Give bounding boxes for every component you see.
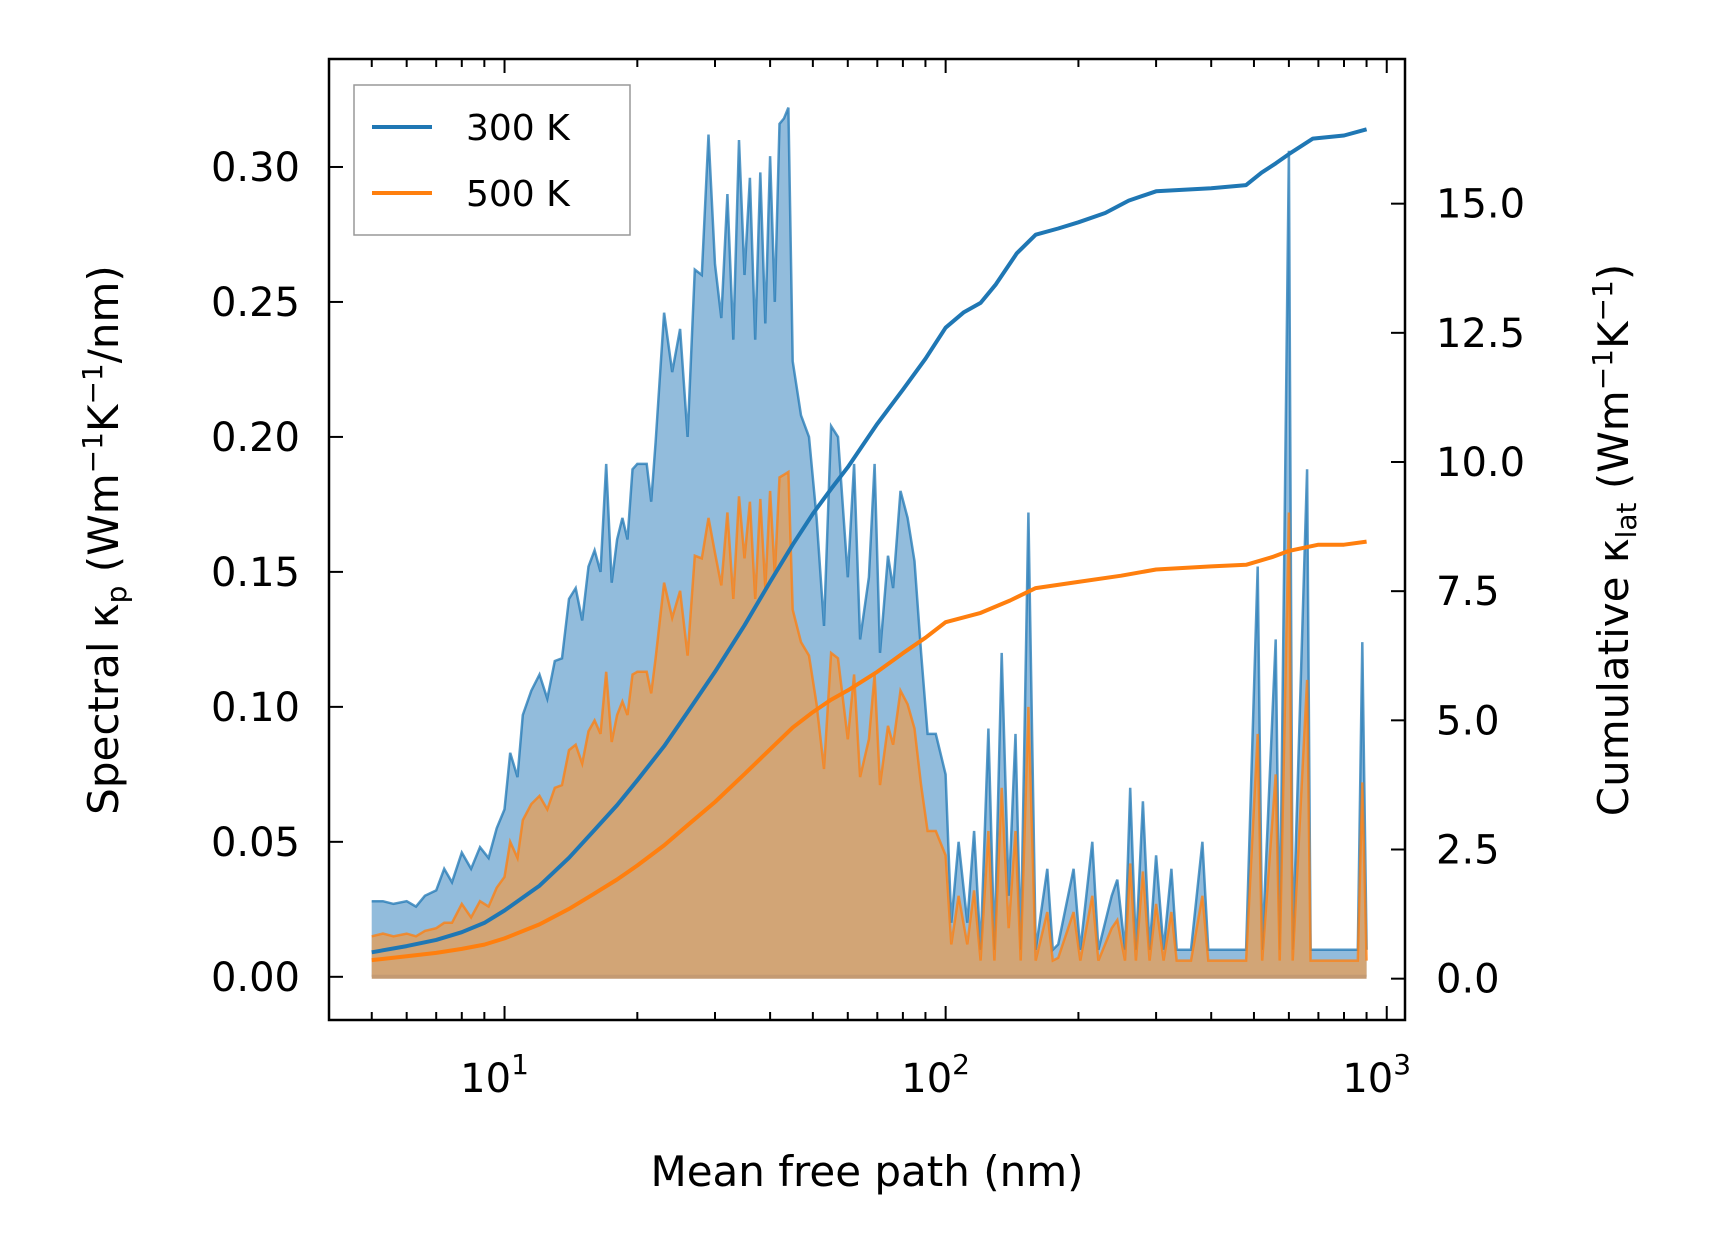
y-tick-label-right: 10.0 [1436,440,1525,486]
cumulative-line-1 [371,539,1367,963]
y-tick-label-left: 0.20 [211,415,300,461]
y-tick-label-left: 0.15 [211,550,300,596]
x-axis-label: Mean free path (nm) [650,1147,1083,1196]
plot-frame [327,57,1407,1022]
tick-labels: 101 102 103 0.00 0.05 0.10 0.15 0.20 0.25 0.30 0.0… [211,145,1525,1102]
legend-box [353,84,631,236]
legend: 300 K 500 K [353,84,631,236]
y-tick-label-right: 15.0 [1436,182,1525,228]
spectral-line-1 [371,469,1368,963]
y-tick-label-right: 12.5 [1436,311,1525,357]
legend-label-500k: 500 K [466,174,571,215]
spectral-area-1 [371,472,1367,977]
legend-label-300k: 300 K [466,108,571,149]
x-tick-label: 101 [460,1048,529,1102]
tick-marks [328,59,1405,1020]
y-tick-label-right: 0.0 [1436,957,1500,1003]
y-axis-label-right: Cumulative κlat (Wm−1K−1) [1586,264,1643,816]
spectral-line-0 [371,107,1368,953]
y-tick-label-left: 0.10 [211,685,300,731]
y-tick-label-left: 0.25 [211,280,300,326]
y-tick-label-left: 0.00 [211,955,300,1001]
y-tick-label-left: 0.05 [211,820,300,866]
cumulative-line-0 [371,127,1368,955]
plot-area [371,107,1368,979]
y-tick-label-right: 7.5 [1436,569,1500,615]
x-tick-label: 103 [1342,1048,1411,1102]
y-tick-label-right: 2.5 [1436,828,1500,874]
x-tick-label: 102 [901,1048,970,1102]
y-tick-label-left: 0.30 [211,145,300,191]
y-tick-label-right: 5.0 [1436,698,1500,744]
y-axis-label-left: Spectral κp (Wm−1K−1/nm) [76,265,133,815]
